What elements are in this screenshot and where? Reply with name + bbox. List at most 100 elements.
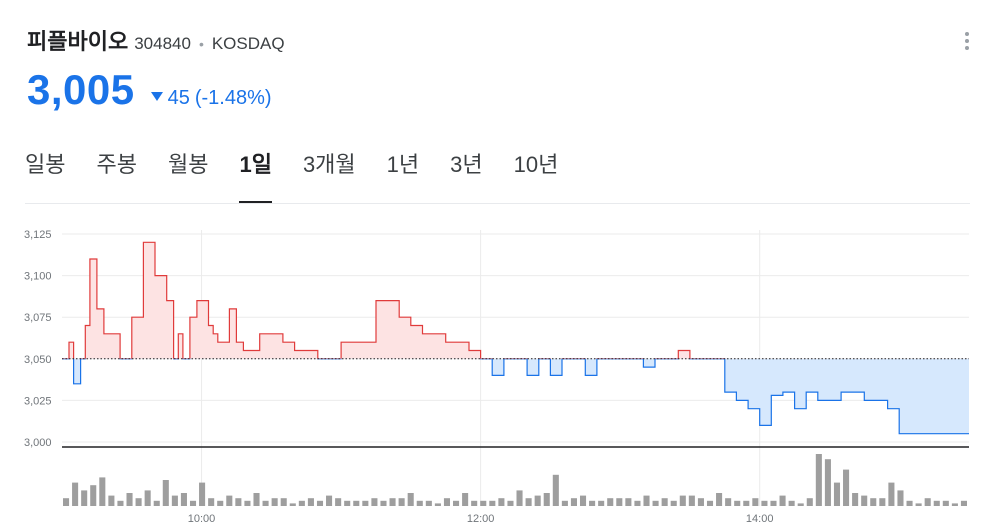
tab-3year[interactable]: 3년	[450, 152, 483, 177]
volume-bar	[525, 498, 532, 506]
volume-bar	[443, 498, 451, 506]
volume-bar	[72, 482, 79, 506]
volume-bar	[135, 498, 142, 506]
volume-bar	[480, 500, 487, 506]
down-arrow-icon	[150, 92, 163, 101]
intraday-chart[interactable]: 3,125 3,100 3,075 3,050 3,025 3,000 10:00 12:00…	[0, 210, 990, 531]
volume-bar	[344, 500, 351, 506]
volume-bar	[335, 498, 342, 506]
y-tick-label: 3,000	[24, 437, 52, 449]
y-tick-label: 3,075	[24, 312, 52, 324]
volume-bar	[906, 500, 913, 506]
volume-bar	[824, 459, 831, 506]
volume-bar	[743, 500, 750, 506]
volume-bar	[897, 490, 904, 506]
tab-1year[interactable]: 1년	[386, 152, 420, 177]
volume-bar	[879, 498, 886, 506]
area-below-baseline	[73, 358, 969, 434]
volume-bar	[280, 498, 287, 506]
y-tick-label: 3,100	[24, 271, 52, 283]
volume-bar	[670, 500, 677, 506]
volume-bar	[570, 498, 577, 506]
tab-10year[interactable]: 10년	[513, 152, 559, 177]
volume-bar	[307, 498, 314, 506]
volume-bar	[371, 498, 378, 506]
volume-bar	[416, 500, 423, 506]
volume-bar	[752, 498, 759, 506]
volume-bar	[226, 495, 233, 506]
x-tick-label: 12:00	[467, 513, 495, 525]
volume-bar	[180, 493, 187, 506]
volume-bar	[126, 493, 133, 506]
volume-bar	[788, 500, 795, 506]
separator-dot: •	[198, 36, 204, 52]
y-tick-label: 3,050	[24, 354, 52, 366]
volume-bar	[199, 482, 206, 506]
current-price: 3,005	[27, 66, 135, 113]
volume-bar	[171, 495, 178, 506]
volume-bar	[353, 500, 360, 506]
volume-bar	[516, 490, 523, 506]
price-line-down	[62, 358, 969, 435]
volume-bar	[915, 503, 922, 506]
volume-bar	[924, 498, 931, 506]
volume-bar	[498, 498, 505, 506]
price-line-up	[62, 241, 726, 359]
volume-bar	[706, 500, 714, 506]
volume-bar	[117, 500, 124, 506]
volume-bar	[734, 500, 741, 506]
y-tick-label: 3,125	[24, 229, 52, 241]
volume-bar	[90, 485, 97, 506]
volume-bar	[262, 500, 269, 506]
volume-bar	[833, 482, 841, 506]
volume-bar	[534, 495, 541, 506]
volume-bar	[625, 498, 632, 506]
volume-bar	[806, 498, 813, 506]
volume-bar	[589, 500, 596, 506]
stock-code: 304840	[134, 34, 191, 53]
stock-name: 피플바이오	[27, 29, 129, 54]
stock-header: 피플바이오 304840 • KOSDAQ 3,005 45 (-1.48%)	[27, 24, 970, 124]
change-value: 45	[167, 87, 190, 109]
volume-bar	[861, 495, 868, 506]
volume-bar	[244, 500, 251, 506]
tab-daily[interactable]: 일봉	[25, 152, 66, 177]
more-vert-icon[interactable]	[964, 32, 970, 54]
volume-bar	[162, 480, 169, 506]
volume-bar	[797, 503, 804, 506]
volume-bar	[697, 498, 704, 506]
exchange-name: KOSDAQ	[211, 34, 285, 53]
volume-bar	[362, 500, 369, 506]
volume-bar	[652, 500, 659, 506]
volume-bar	[425, 500, 432, 506]
volume-bar	[253, 493, 260, 506]
volume-bar	[761, 500, 768, 506]
tab-monthly[interactable]: 월봉	[167, 152, 209, 177]
price-change: 45 (-1.48%)	[150, 87, 272, 110]
volume-bar	[316, 500, 324, 506]
volume-bar	[543, 493, 550, 506]
change-percent: (-1.48%)	[194, 87, 272, 109]
x-tick-label: 14:00	[746, 513, 774, 525]
volume-bar	[561, 500, 568, 506]
title-row: 피플바이오 304840 • KOSDAQ	[27, 24, 970, 56]
volume-bar	[434, 503, 441, 506]
volume-bar	[108, 495, 115, 506]
volume-bar	[870, 498, 877, 506]
volume-bar	[189, 500, 197, 506]
volume-bar	[634, 500, 641, 506]
volume-bar	[471, 500, 478, 506]
y-tick-label: 3,025	[24, 395, 52, 407]
tab-divider	[25, 203, 970, 204]
price-row: 3,005 45 (-1.48%)	[27, 66, 970, 114]
tab-3month[interactable]: 3개월	[302, 152, 356, 177]
volume-bar	[81, 490, 88, 506]
tab-weekly[interactable]: 주봉	[96, 152, 137, 177]
volume-bar	[99, 477, 106, 506]
volume-bar	[579, 495, 587, 506]
tab-1day[interactable]: 1일	[239, 148, 273, 203]
volume-bar	[779, 495, 786, 506]
volume-bar	[725, 498, 732, 506]
volume-bar	[208, 498, 215, 506]
volume-bar	[616, 498, 623, 506]
